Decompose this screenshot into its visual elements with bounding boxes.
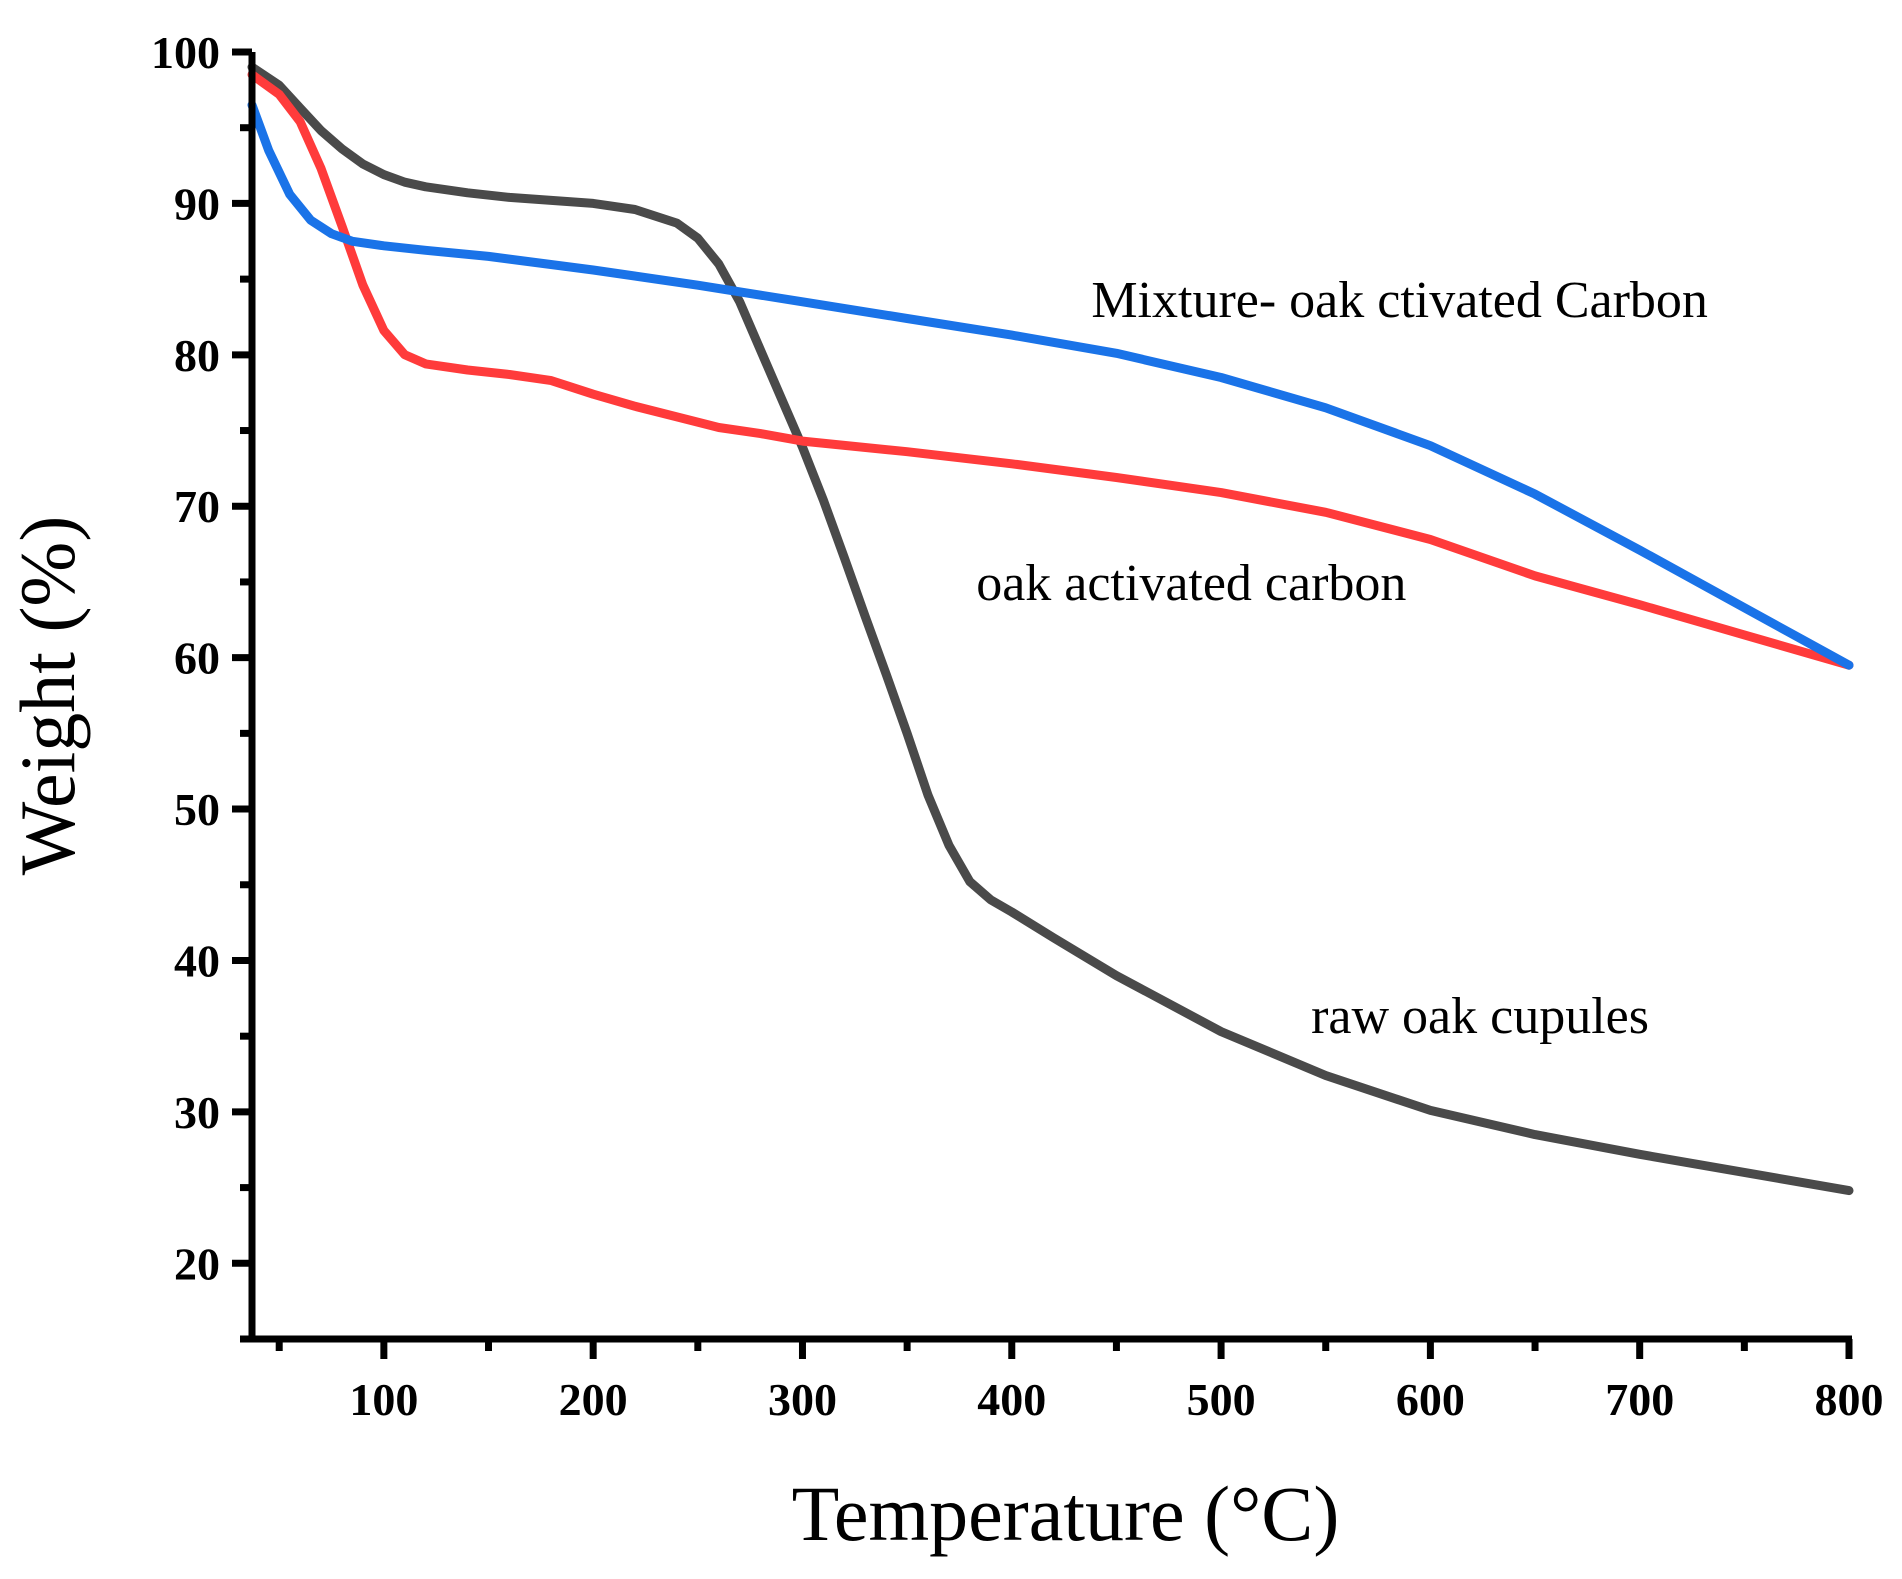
y-tick-label: 60: [174, 633, 220, 684]
y-tick-label: 30: [174, 1087, 220, 1138]
series-mixture-line: [247, 100, 1854, 670]
y-tick-label: 70: [174, 481, 220, 532]
series-layer: [247, 62, 1854, 1196]
y-axis-title: Weight (%): [4, 516, 91, 876]
annotation-layer: Mixture- oak ctivated Carbon oak activate…: [976, 272, 1708, 1045]
labels-layer: Temperature (°C) Weight (%): [4, 516, 1339, 1557]
axes-layer: [248, 52, 1852, 1343]
y-tick-label: 100: [151, 27, 220, 78]
series-raw-line: [247, 62, 1854, 1196]
x-tick-label: 700: [1605, 1374, 1674, 1425]
x-tick-label: 400: [977, 1374, 1046, 1425]
x-tick-label: 300: [768, 1374, 837, 1425]
x-tick-label: 200: [559, 1374, 628, 1425]
series-annotation: oak activated carbon: [976, 555, 1406, 612]
series-annotation: Mixture- oak ctivated Carbon: [1091, 272, 1708, 329]
y-tick-label: 50: [174, 784, 220, 835]
x-tick-label: 100: [349, 1374, 418, 1425]
ticks-layer: 100 200 300 400 500 600 700 800 20 30 40 50 60 70 80 90…: [151, 27, 1884, 1425]
x-tick-label: 800: [1815, 1374, 1884, 1425]
y-tick-label: 40: [174, 935, 220, 986]
series-activated-line: [247, 70, 1854, 670]
x-axis-title: Temperature (°C): [792, 1470, 1340, 1557]
series-annotation: raw oak cupules: [1311, 988, 1649, 1045]
x-tick-label: 500: [1187, 1374, 1256, 1425]
y-tick-label: 80: [174, 330, 220, 381]
x-tick-label: 600: [1396, 1374, 1465, 1425]
y-tick-label: 20: [174, 1238, 220, 1289]
y-tick-label: 90: [174, 178, 220, 229]
